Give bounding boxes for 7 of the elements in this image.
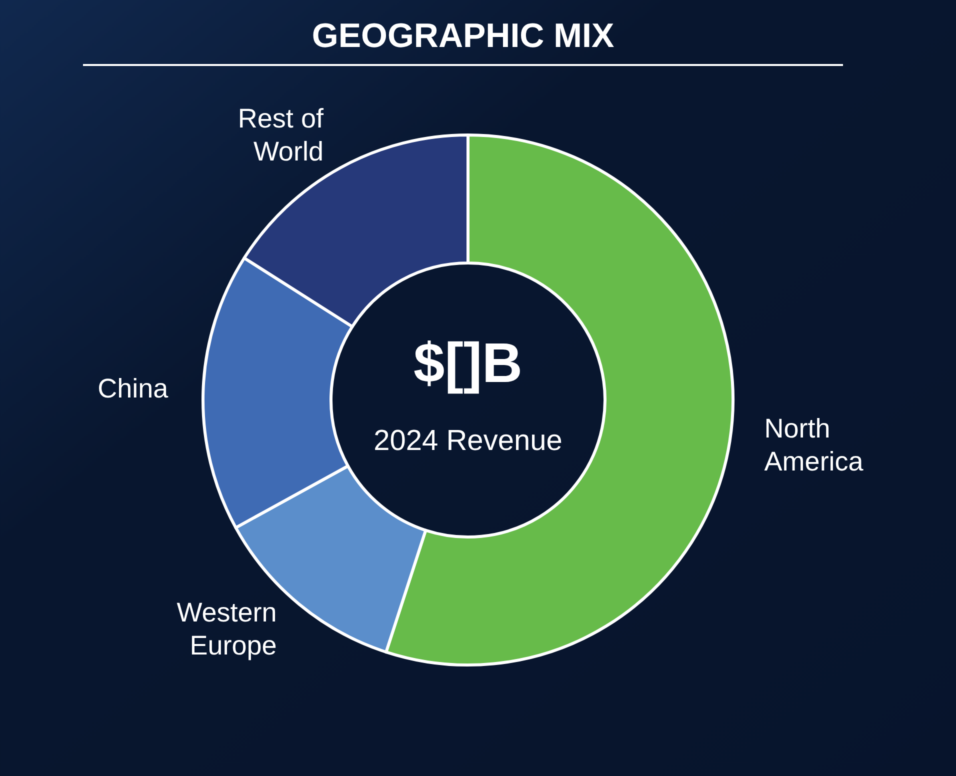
text: 2024 Revenue xyxy=(374,425,562,457)
slice-label: China xyxy=(98,374,170,404)
text: $[]B xyxy=(414,331,522,394)
slice-label: Rest of World xyxy=(238,104,324,167)
slice-label: Western Europe xyxy=(176,598,277,661)
chart-title: GEOGRAPHIC MIX xyxy=(312,16,614,55)
slice-label: North America xyxy=(764,414,864,477)
